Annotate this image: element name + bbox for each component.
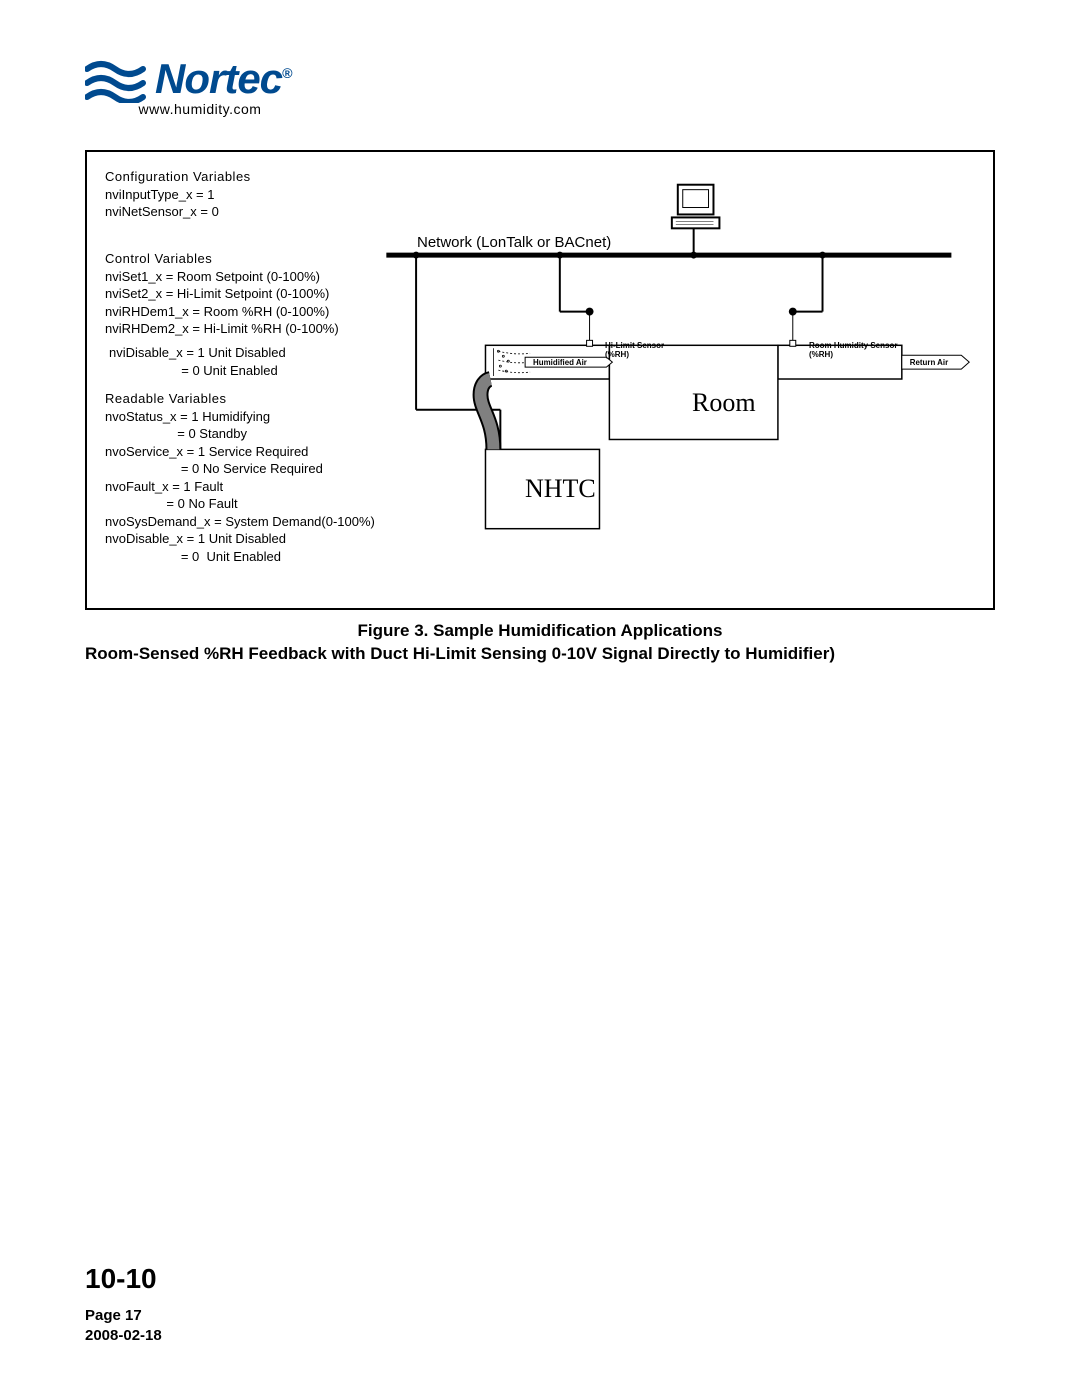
hilimit-sensor-label: Hi-Limit Sensor (%RH) — [605, 342, 664, 360]
logo: Nortec® www.humidity.com — [85, 55, 315, 117]
page-date: 2008-02-18 — [85, 1326, 162, 1346]
diagram-frame: Configuration Variables nviInputType_x =… — [85, 150, 995, 610]
logo-url: www.humidity.com — [85, 101, 315, 117]
figure-description: Room-Sensed %RH Feedback with Duct Hi-Li… — [85, 643, 995, 666]
logo-brand: Nortec® — [155, 55, 291, 103]
section-number: 10-10 — [85, 1263, 157, 1295]
room-label: Room — [692, 388, 756, 418]
page-number: Page 17 — [85, 1306, 162, 1326]
nhtc-label: NHTC — [525, 474, 596, 504]
computer-icon — [672, 185, 720, 229]
svg-text:Return Air: Return Air — [910, 358, 948, 367]
logo-waves-icon — [85, 55, 147, 103]
page-footer: Page 17 2008-02-18 — [85, 1306, 162, 1345]
diagram-svg: Humidified Air Return Air — [87, 152, 993, 608]
svg-text:Humidified Air: Humidified Air — [533, 358, 587, 367]
room-sensor-label: Room Humidity Sensor (%RH) — [809, 342, 897, 360]
figure-caption: Figure 3. Sample Humidification Applicat… — [85, 620, 995, 666]
figure-title: Figure 3. Sample Humidification Applicat… — [85, 620, 995, 643]
